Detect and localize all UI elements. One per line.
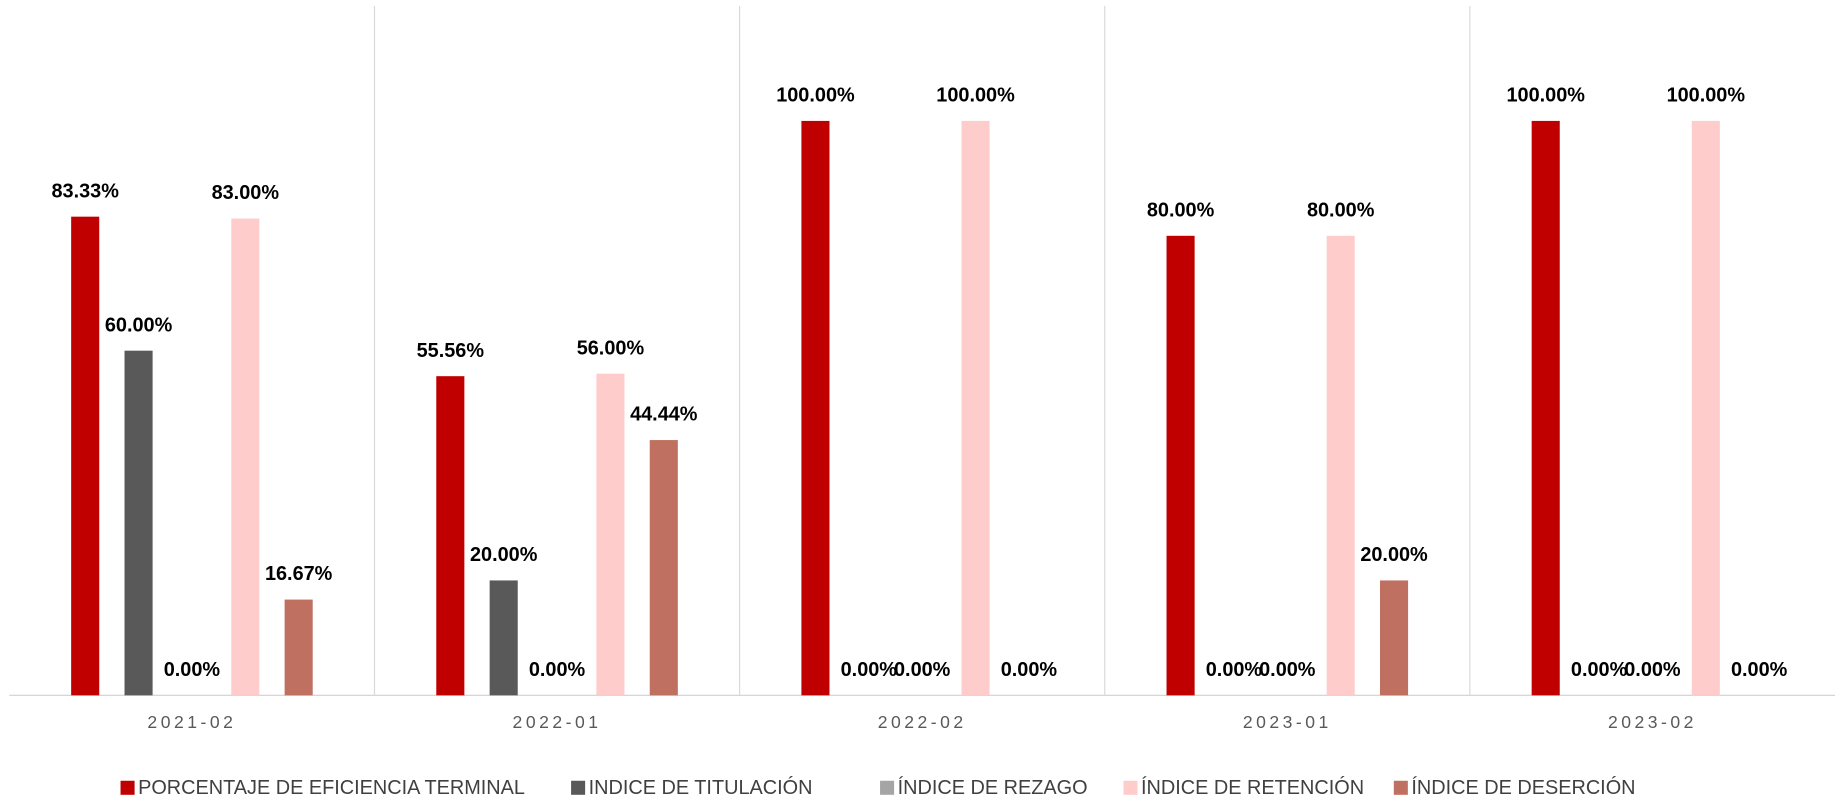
- bar: [71, 216, 100, 696]
- value-label: 56.00%: [577, 337, 645, 359]
- value-label: 0.00%: [1259, 659, 1316, 681]
- bar: [961, 120, 990, 696]
- bar: [649, 440, 678, 696]
- bar: [801, 120, 830, 696]
- value-label: 0.00%: [1624, 659, 1681, 681]
- bar: [1326, 235, 1355, 696]
- bar: [284, 599, 313, 696]
- value-label: 80.00%: [1147, 199, 1215, 221]
- value-label: 100.00%: [1667, 85, 1746, 107]
- value-label: 100.00%: [936, 85, 1015, 107]
- x-tick-label: 2023-01: [1243, 712, 1332, 732]
- value-label: 0.00%: [894, 659, 951, 681]
- bar: [436, 376, 465, 696]
- value-label: 55.56%: [417, 340, 485, 362]
- legend-swatch: [1393, 780, 1408, 795]
- x-tick-label: 2021-02: [147, 712, 236, 732]
- value-label: 100.00%: [1506, 85, 1585, 107]
- value-label: 83.00%: [212, 182, 280, 204]
- value-label: 83.33%: [51, 180, 119, 202]
- bar: [231, 218, 260, 696]
- bar: [1166, 235, 1195, 696]
- legend-label: ÍNDICE DE REZAGO: [898, 776, 1088, 799]
- bar: [1379, 580, 1409, 696]
- bar: [1531, 120, 1560, 696]
- value-label: 100.00%: [776, 85, 855, 107]
- legend-label: INDICE DE TITULACIÓN: [589, 776, 813, 799]
- legend-label: ÍNDICE DE DESERCIÓN: [1411, 776, 1635, 799]
- value-label: 0.00%: [1206, 659, 1263, 681]
- legend-swatch: [571, 780, 586, 795]
- legend-swatch: [1123, 780, 1138, 795]
- value-label: 0.00%: [841, 659, 898, 681]
- legend-label: ÍNDICE DE RETENCIÓN: [1141, 776, 1364, 799]
- legend-swatch: [880, 780, 895, 795]
- value-label: 0.00%: [529, 659, 586, 681]
- bar: [596, 373, 625, 696]
- value-label: 0.00%: [164, 659, 221, 681]
- x-tick-label: 2022-02: [878, 712, 967, 732]
- bar: [1691, 120, 1720, 696]
- value-label: 60.00%: [105, 314, 173, 336]
- value-label: 20.00%: [1360, 544, 1428, 566]
- bar: [489, 580, 518, 696]
- x-tick-label: 2023-02: [1608, 712, 1697, 732]
- legend-swatch: [120, 780, 135, 795]
- value-label: 0.00%: [1001, 659, 1058, 681]
- bar: [124, 350, 153, 696]
- x-tick-label: 2022-01: [513, 712, 602, 732]
- value-label: 80.00%: [1307, 199, 1375, 221]
- value-label: 44.44%: [630, 404, 698, 426]
- value-label: 16.67%: [265, 563, 333, 585]
- legend-label: PORCENTAJE DE EFICIENCIA TERMINAL: [138, 777, 525, 799]
- value-label: 0.00%: [1571, 659, 1628, 681]
- value-label: 20.00%: [470, 544, 538, 566]
- value-label: 0.00%: [1731, 659, 1788, 681]
